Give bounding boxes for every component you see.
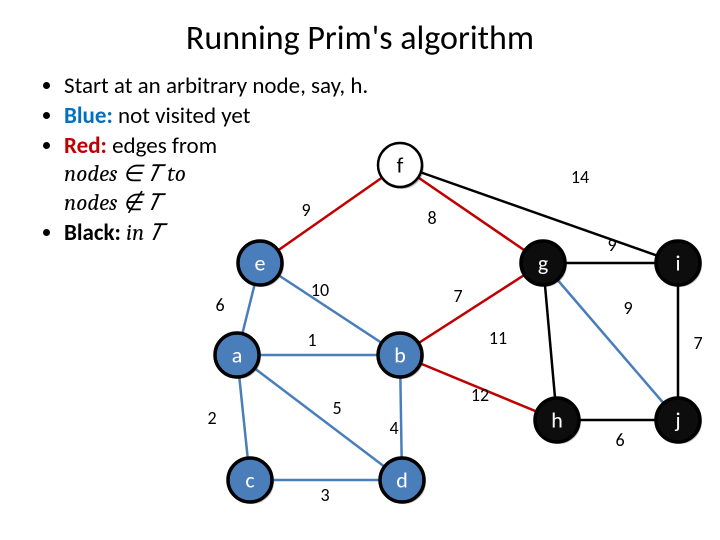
weight-a-c: 2	[207, 407, 216, 429]
edge-e-f	[260, 165, 400, 263]
node-label-i: i	[675, 250, 680, 277]
node-label-h: h	[551, 407, 563, 434]
edge-f-g	[400, 165, 543, 263]
edge-b-g	[400, 263, 543, 355]
weight-c-d: 3	[320, 484, 329, 506]
weight-f-g: 8	[427, 207, 436, 229]
node-label-f: f	[397, 152, 404, 179]
node-label-j: j	[674, 407, 680, 434]
weight-i-j: 7	[693, 332, 702, 354]
weight-e-b: 10	[311, 279, 329, 301]
node-label-a: a	[232, 342, 243, 369]
weight-h-j: 6	[615, 429, 624, 451]
weight-e-a: 6	[215, 294, 224, 316]
weight-g-h: 11	[489, 327, 507, 349]
edge-e-b	[260, 263, 400, 355]
edge-g-j	[543, 263, 678, 420]
node-label-e: e	[255, 250, 266, 277]
weight-b-h: 12	[471, 384, 489, 406]
node-label-d: d	[396, 467, 408, 494]
weight-b-d: 4	[389, 417, 398, 439]
node-label-c: c	[245, 467, 254, 494]
weight-f-i: 14	[571, 166, 589, 188]
graph-diagram: 9 8 14 10 6 1 7 12 11 9 9 7 6 2 5 4 3 f e a b c d g h i j	[0, 0, 720, 540]
node-label-b: b	[394, 342, 406, 369]
weight-g-i: 9	[607, 234, 616, 256]
node-label-g: g	[538, 250, 548, 277]
weight-b-g: 7	[453, 285, 462, 307]
weight-g-j: 9	[623, 297, 632, 319]
weight-e-f: 9	[301, 199, 310, 221]
weight-a-d: 5	[332, 397, 341, 419]
weight-a-b: 1	[307, 329, 316, 351]
